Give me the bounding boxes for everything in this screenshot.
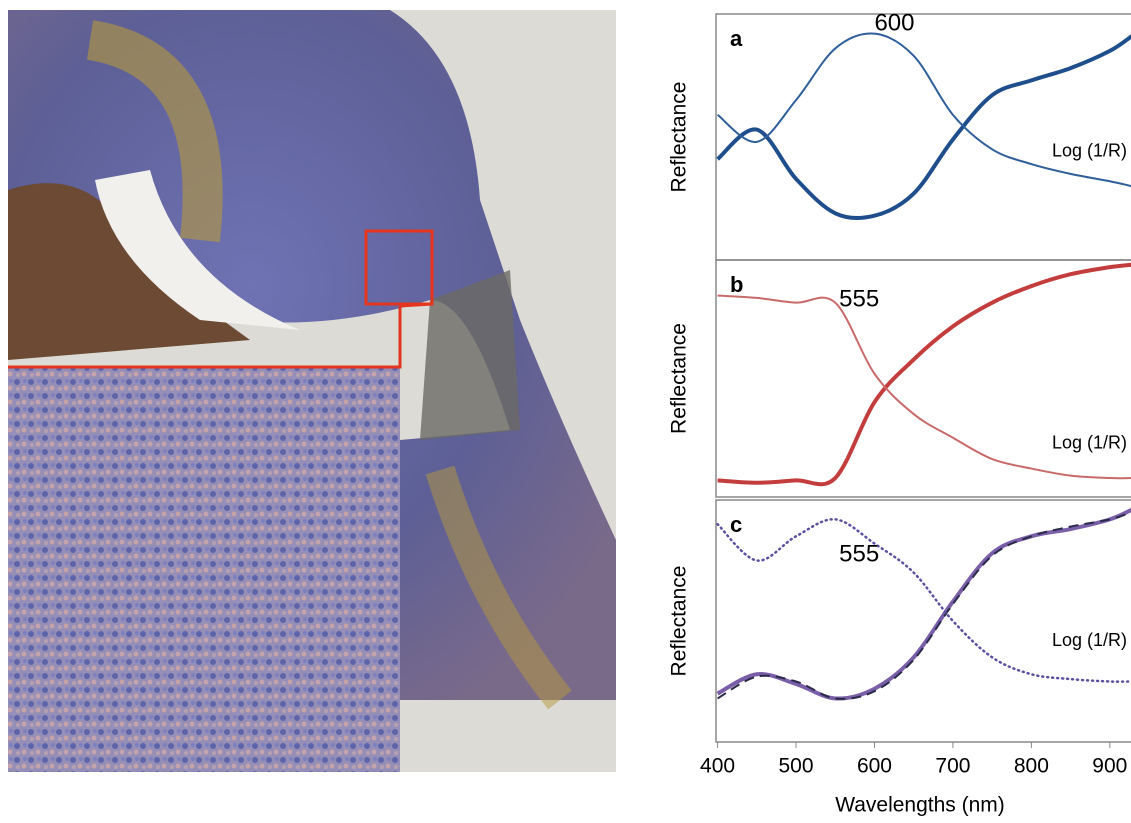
y-axis-label: Reflectance <box>668 323 691 434</box>
x-axis-label: Wavelengths (nm) <box>835 794 1005 817</box>
x-tick-label: 700 <box>935 755 970 778</box>
peak-label: 555 <box>839 540 879 567</box>
series-line <box>718 519 1131 681</box>
figure: a Reflectance Log (1/R) 600 b Reflectance Log … <box>0 0 1131 823</box>
x-tick-label: 500 <box>778 755 813 778</box>
peak-label: 600 <box>874 9 914 36</box>
peak-label: 555 <box>839 285 879 312</box>
panel-label: c <box>730 512 742 537</box>
series-label: Log (1/R) <box>1052 432 1127 452</box>
series-line <box>718 512 1131 699</box>
y-axis-label: Reflectance <box>668 566 691 677</box>
x-tick-label: 600 <box>857 755 892 778</box>
x-tick-label: 800 <box>1014 755 1049 778</box>
plot-frame <box>716 260 1131 497</box>
series-label: Log (1/R) <box>1052 630 1127 650</box>
series-line <box>718 33 1131 186</box>
series-label: Log (1/R) <box>1052 141 1127 161</box>
y-axis-label: Reflectance <box>668 82 691 193</box>
series-line <box>718 36 1131 218</box>
x-tick-label: 900 <box>1092 755 1127 778</box>
plot-frame <box>716 14 1131 260</box>
series-line <box>718 510 1131 699</box>
panel-label: a <box>730 26 743 51</box>
x-tick-label: 400 <box>700 755 735 778</box>
panel-label: b <box>730 272 743 297</box>
plot-frame <box>716 500 1131 742</box>
photograph <box>8 10 616 772</box>
